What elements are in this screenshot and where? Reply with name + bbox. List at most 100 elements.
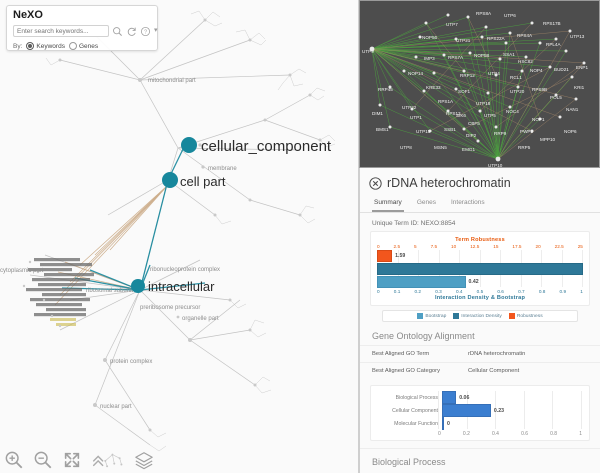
term-details-panel[interactable]: rDNA heterochromatin Summary Genes Inter… <box>359 168 600 473</box>
svg-text:UTP22: UTP22 <box>402 105 417 110</box>
go-bar-cc <box>442 404 491 417</box>
svg-text:RPS13: RPS13 <box>446 111 461 116</box>
view-toolbar[interactable] <box>4 450 154 470</box>
tree-label-organelle-part: organelle part <box>182 316 219 322</box>
gene-label-hub-left: UTP9 <box>362 49 374 54</box>
bar-bootstrap <box>377 275 466 288</box>
tree-dense-cluster <box>22 258 94 328</box>
robustness-xlabel: Interaction Density & Bootstrap <box>434 295 526 301</box>
svg-text:RPS9B: RPS9B <box>532 87 547 92</box>
svg-text:UTP8: UTP8 <box>400 145 412 150</box>
bar-value-bootstrap: 0.42 <box>468 278 479 285</box>
search-icon[interactable] <box>112 26 123 37</box>
svg-text:UTP6: UTP6 <box>504 13 516 18</box>
svg-text:HSC82: HSC82 <box>518 59 533 64</box>
tab-interactions[interactable]: Interactions <box>450 199 485 206</box>
tree-label-nuclear-part: nuclear part <box>100 404 132 410</box>
legend-item-bootstrap: Bootstrap <box>417 313 446 319</box>
tab-summary[interactable]: Summary <box>372 196 404 212</box>
svg-text:NAN1: NAN1 <box>566 107 579 112</box>
tree-hub-label-cellular-component: cellular_component <box>201 138 332 155</box>
svg-text:NOC4: NOC4 <box>506 109 519 114</box>
layers-icon[interactable] <box>134 450 154 470</box>
go-x-axis: 0 0.2 0.4 0.6 0.8 1 <box>438 431 582 437</box>
bar-row-bootstrap: 0.42 <box>377 275 583 288</box>
svg-text:UTP13: UTP13 <box>570 34 585 39</box>
tree-label-mitochondrial-part: mitochondrial part <box>148 78 196 84</box>
bar-row-interaction-density <box>377 262 583 275</box>
svg-text:UTP20: UTP20 <box>510 89 525 94</box>
legend-swatch-bootstrap <box>417 313 424 319</box>
svg-text:RRP12: RRP12 <box>460 73 475 78</box>
search-input[interactable] <box>13 25 109 37</box>
svg-text:SOF1: SOF1 <box>458 89 470 94</box>
ontology-tree-graph[interactable]: mitochondrial part membrane protein comp… <box>0 0 358 473</box>
go-category-chart: Biological Process 0.06 Cellular Compone… <box>370 385 590 441</box>
tree-hub-label-intracellular: intracellular <box>148 279 215 294</box>
zoom-in-icon[interactable] <box>4 450 24 470</box>
page-title: rDNA heterochromatin <box>387 176 511 190</box>
refresh-icon[interactable] <box>126 26 137 37</box>
svg-text:?: ? <box>144 29 147 35</box>
gene-network-pane[interactable]: UTP9 UTP10 RPS8A UTP6 UTP7 RPS17B NOP56 UTP… <box>359 0 600 168</box>
go-bar-row-cc: Cellular Component 0.23 <box>378 404 582 417</box>
svg-text:DIM1: DIM1 <box>372 111 383 116</box>
svg-text:UTP21: UTP21 <box>456 38 471 43</box>
tree-hub-label-cell-part: cell part <box>180 174 226 189</box>
go-bar-row-bp: Biological Process 0.06 <box>378 391 582 404</box>
close-icon[interactable] <box>369 176 382 190</box>
help-icon[interactable]: ? <box>140 26 151 37</box>
go-key-term: Best Aligned GO Term <box>372 351 430 357</box>
details-tabs[interactable]: Summary Genes Interactions <box>360 193 600 213</box>
radio-genes[interactable]: Genes <box>68 42 98 50</box>
svg-text:UTP15: UTP15 <box>416 129 431 134</box>
svg-text:UTP5: UTP5 <box>484 113 496 118</box>
legend-item-interaction-density: Interaction Density <box>453 313 502 319</box>
robustness-top-axis: 0 2.5 5 7.5 10 12.5 15 17.5 20 22.5 25 <box>377 244 583 249</box>
tree-node-cellular-component[interactable] <box>181 137 197 153</box>
go-bar-value-bp: 0.06 <box>459 394 470 401</box>
unique-term-id: Unique Term ID: NEXO:8854 <box>372 220 456 227</box>
go-bar-value-cc: 0.23 <box>493 407 505 414</box>
collapse-all-icon[interactable] <box>91 450 125 470</box>
go-row-term: Best Aligned GO Term rDNA heterochromati… <box>360 345 600 362</box>
search-panel[interactable]: NeXO ? ▾ By: Keywords <box>6 5 158 51</box>
radio-keywords-label: Keywords <box>36 42 65 50</box>
svg-text:NOP6: NOP6 <box>564 129 577 134</box>
chevron-down-icon[interactable]: ▾ <box>154 27 158 34</box>
search-by-row[interactable]: By: Keywords Genes <box>13 42 151 50</box>
svg-text:IMP3: IMP3 <box>424 56 435 61</box>
tree-node-cell-part[interactable] <box>162 172 178 188</box>
svg-text:RRP9: RRP9 <box>494 131 507 136</box>
svg-text:RCL1: RCL1 <box>510 75 522 80</box>
tree-node-intracellular[interactable] <box>131 279 145 293</box>
svg-text:NOP14: NOP14 <box>408 71 424 76</box>
fit-to-screen-icon[interactable] <box>62 450 82 470</box>
app-title: NeXO <box>13 9 43 21</box>
svg-text:PWP2: PWP2 <box>520 129 533 134</box>
gene-network-graph[interactable]: UTP9 UTP10 RPS8A UTP6 UTP7 RPS17B NOP56 UTP… <box>360 1 599 167</box>
go-row-category: Best Aligned GO Category Cellular Compon… <box>360 362 600 379</box>
svg-text:CBF5: CBF5 <box>468 121 480 126</box>
svg-text:NOP1: NOP1 <box>532 117 545 122</box>
tree-label-membrane: membrane <box>208 166 237 172</box>
svg-text:SSB1: SSB1 <box>444 127 456 132</box>
svg-text:SIK6: SIK6 <box>456 113 466 118</box>
legend-item-robustness: Robustness <box>508 313 543 319</box>
robustness-bottom-axis: 0 0.1 0.2 0.3 0.4 0.5 0.6 0.7 0.8 0.9 1 <box>377 289 583 294</box>
zoom-out-icon[interactable] <box>33 450 53 470</box>
tab-genes[interactable]: Genes <box>416 199 436 206</box>
radio-keywords-dot[interactable] <box>26 42 35 50</box>
svg-text:KRI1: KRI1 <box>574 85 585 90</box>
gene-labels: UTP9 UTP10 RPS8A UTP6 UTP7 RPS17B NOP56 UTP… <box>362 11 588 167</box>
radio-genes-dot[interactable] <box>68 42 77 50</box>
svg-text:EMG1: EMG1 <box>462 147 475 152</box>
radio-keywords[interactable]: Keywords <box>26 42 65 50</box>
svg-text:RPS8A: RPS8A <box>476 11 492 16</box>
go-value-term: rDNA heterochromatin <box>468 351 526 357</box>
tree-subclusters <box>45 10 336 452</box>
ontology-tree-pane[interactable]: mitochondrial part membrane protein comp… <box>0 0 359 473</box>
svg-text:KRE33: KRE33 <box>426 85 441 90</box>
search-row[interactable]: ? ▾ <box>13 25 158 37</box>
legend-swatch-interaction-density <box>453 313 460 319</box>
